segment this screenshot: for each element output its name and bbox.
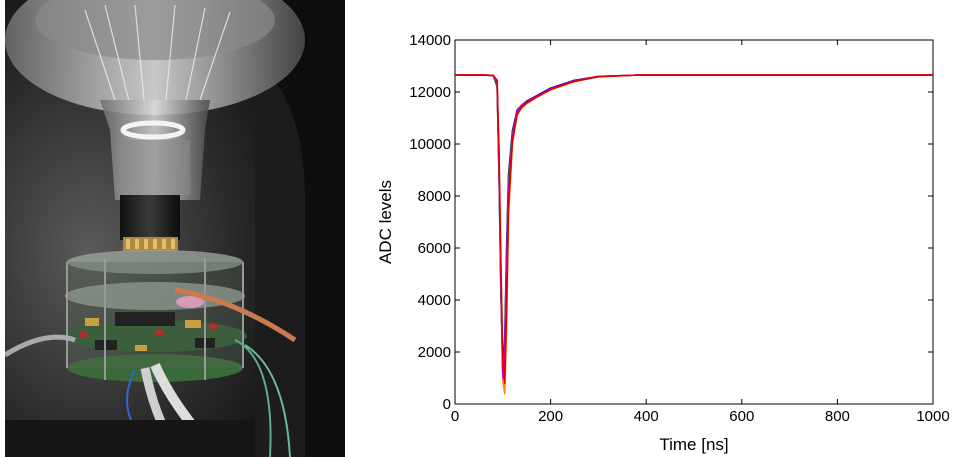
y-tick-label: 6000 [418,240,451,257]
y-tick-label: 14000 [409,32,451,49]
x-tick-label: 200 [538,408,563,425]
x-tick-label: 400 [634,408,659,425]
series-line-3 [455,74,933,395]
y-tick-label: 4000 [418,292,451,309]
pmt-electronics-photo [5,0,345,457]
y-axis-label: ADC levels [376,180,395,264]
y-tick-label: 8000 [418,188,451,205]
axes-frame [454,39,934,405]
series-line-1 [455,74,933,374]
x-tick-label: 600 [729,408,754,425]
x-tick-label: 1000 [916,408,949,425]
x-tick-label: 0 [451,408,459,425]
series-lines [455,74,933,395]
y-tick-label: 10000 [409,136,451,153]
x-axis-ticks: 0 200 400 600 800 1000 [451,40,950,425]
x-tick-label: 800 [825,408,850,425]
y-axis-ticks: 0 2000 4000 6000 8000 10000 12000 14000 [409,32,933,413]
x-axis-label: Time [ns] [659,435,728,454]
y-tick-label: 2000 [418,344,451,361]
series-line-5 [455,74,933,385]
series-line-2 [455,74,933,366]
y-tick-label: 0 [443,396,451,413]
adc-waveform-chart: 0 200 400 600 800 1000 0 2000 4000 6000 8000 10000… [376,32,950,454]
series-line-4 [455,74,933,379]
y-tick-label: 12000 [409,84,451,101]
